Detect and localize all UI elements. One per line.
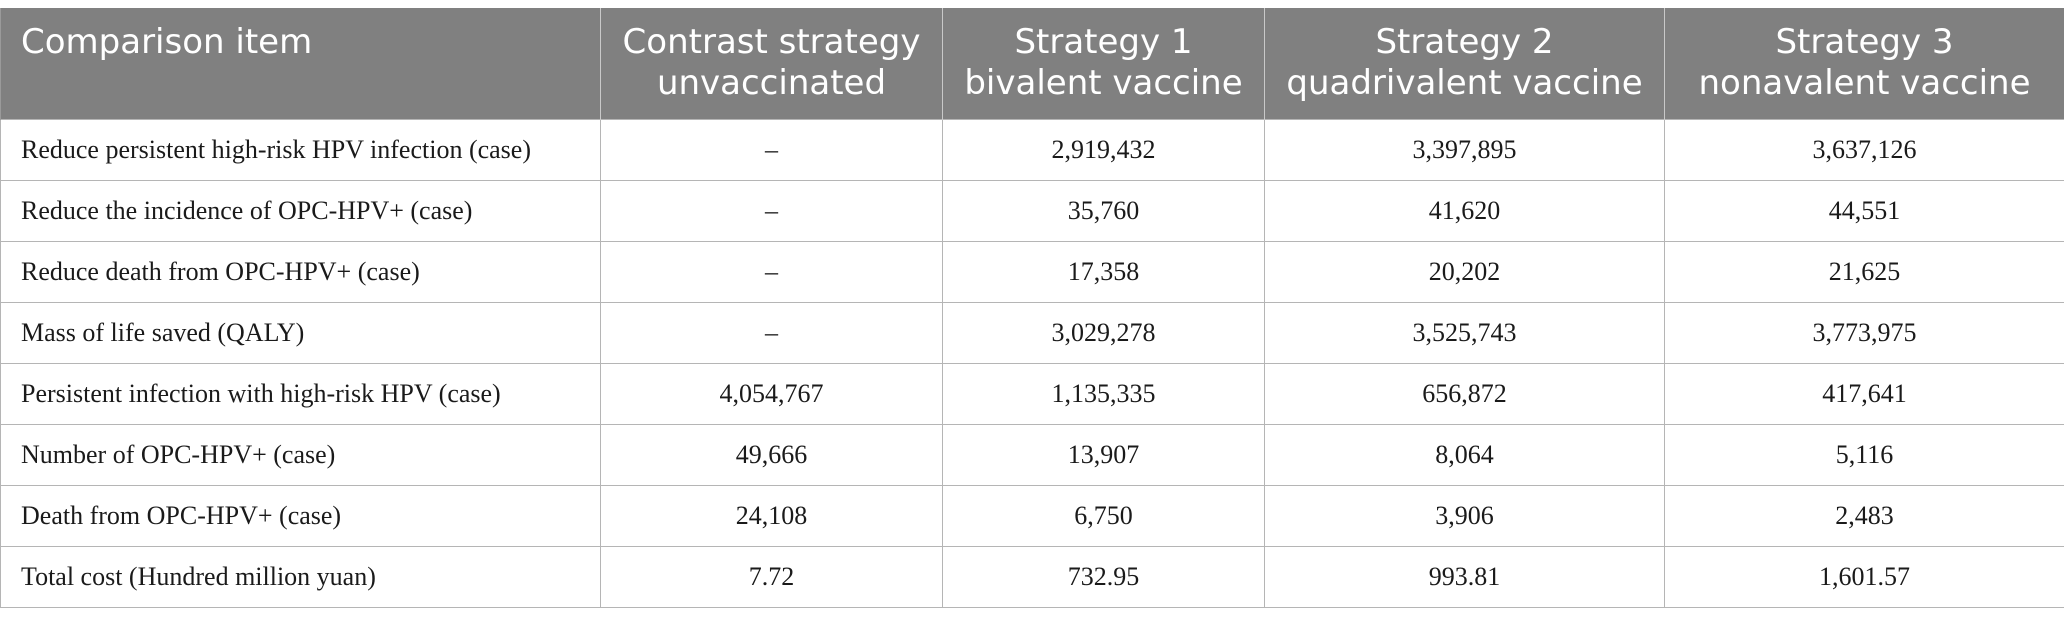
header-subline: bivalent vaccine — [964, 63, 1243, 103]
cell-strategy-2: 20,202 — [1264, 240, 1665, 303]
row-label: Mass of life saved (QALY) — [0, 301, 601, 364]
cell-strategy-1: 1,135,335 — [942, 362, 1265, 425]
cell-strategy-1: 2,919,432 — [942, 118, 1265, 181]
table-row: Mass of life saved (QALY) – 3,029,278 3,… — [0, 301, 2064, 364]
cell-strategy-1: 3,029,278 — [942, 301, 1265, 364]
cell-strategy-2: 41,620 — [1264, 179, 1665, 242]
cell-strategy-3: 21,625 — [1664, 240, 2064, 303]
cell-strategy-2: 656,872 — [1264, 362, 1665, 425]
header-strategy-1: Strategy 1 bivalent vaccine — [942, 8, 1265, 119]
cell-strategy-2: 8,064 — [1264, 423, 1665, 486]
cell-strategy-3: 5,116 — [1664, 423, 2064, 486]
header-line: Contrast strategy — [622, 22, 921, 62]
row-label: Death from OPC-HPV+ (case) — [0, 484, 601, 547]
cell-strategy-1: 13,907 — [942, 423, 1265, 486]
header-line: Strategy 2 — [1375, 22, 1554, 62]
table-row: Death from OPC-HPV+ (case) 24,108 6,750 … — [0, 484, 2064, 547]
row-label: Reduce death from OPC-HPV+ (case) — [0, 240, 601, 303]
cell-contrast: 24,108 — [600, 484, 943, 547]
cell-contrast: – — [600, 240, 943, 303]
cell-strategy-1: 6,750 — [942, 484, 1265, 547]
header-strategy-3: Strategy 3 nonavalent vaccine — [1664, 8, 2064, 119]
cell-strategy-3: 417,641 — [1664, 362, 2064, 425]
cell-contrast: – — [600, 301, 943, 364]
cell-strategy-3: 44,551 — [1664, 179, 2064, 242]
header-contrast-strategy: Contrast strategy unvaccinated — [600, 8, 943, 119]
header-subline: quadrivalent vaccine — [1286, 63, 1643, 103]
table-body: Reduce persistent high-risk HPV infectio… — [0, 118, 2064, 608]
cell-strategy-3: 3,773,975 — [1664, 301, 2064, 364]
cell-contrast: 7.72 — [600, 545, 943, 608]
row-label: Reduce persistent high-risk HPV infectio… — [0, 118, 601, 181]
cell-contrast: – — [600, 118, 943, 181]
cell-contrast: – — [600, 179, 943, 242]
cell-strategy-2: 993.81 — [1264, 545, 1665, 608]
cell-contrast: 49,666 — [600, 423, 943, 486]
header-line: Comparison item — [21, 22, 313, 62]
row-label: Total cost (Hundred million yuan) — [0, 545, 601, 608]
cell-strategy-1: 35,760 — [942, 179, 1265, 242]
table-row: Number of OPC-HPV+ (case) 49,666 13,907 … — [0, 423, 2064, 486]
header-row: Comparison item Contrast strategy unvacc… — [0, 8, 2064, 119]
cell-strategy-2: 3,906 — [1264, 484, 1665, 547]
comparison-table: Comparison item Contrast strategy unvacc… — [0, 8, 2064, 608]
header-subline: unvaccinated — [656, 63, 887, 103]
row-label: Reduce the incidence of OPC-HPV+ (case) — [0, 179, 601, 242]
cell-strategy-1: 732.95 — [942, 545, 1265, 608]
table-row: Persistent infection with high-risk HPV … — [0, 362, 2064, 425]
cell-strategy-3: 3,637,126 — [1664, 118, 2064, 181]
table-header: Comparison item Contrast strategy unvacc… — [0, 8, 2064, 119]
row-label: Number of OPC-HPV+ (case) — [0, 423, 601, 486]
cell-strategy-1: 17,358 — [942, 240, 1265, 303]
header-comparison-item: Comparison item — [0, 8, 601, 119]
cell-contrast: 4,054,767 — [600, 362, 943, 425]
cell-strategy-3: 2,483 — [1664, 484, 2064, 547]
header-subline: nonavalent vaccine — [1698, 63, 2031, 103]
header-line: Strategy 1 — [1014, 22, 1193, 62]
cell-strategy-2: 3,525,743 — [1264, 301, 1665, 364]
cell-strategy-2: 3,397,895 — [1264, 118, 1665, 181]
table-row: Reduce persistent high-risk HPV infectio… — [0, 118, 2064, 181]
table-row: Reduce death from OPC-HPV+ (case) – 17,3… — [0, 240, 2064, 303]
table-row: Total cost (Hundred million yuan) 7.72 7… — [0, 545, 2064, 608]
table-row: Reduce the incidence of OPC-HPV+ (case) … — [0, 179, 2064, 242]
cell-strategy-3: 1,601.57 — [1664, 545, 2064, 608]
header-line: Strategy 3 — [1775, 22, 1954, 62]
header-strategy-2: Strategy 2 quadrivalent vaccine — [1264, 8, 1665, 119]
row-label: Persistent infection with high-risk HPV … — [0, 362, 601, 425]
